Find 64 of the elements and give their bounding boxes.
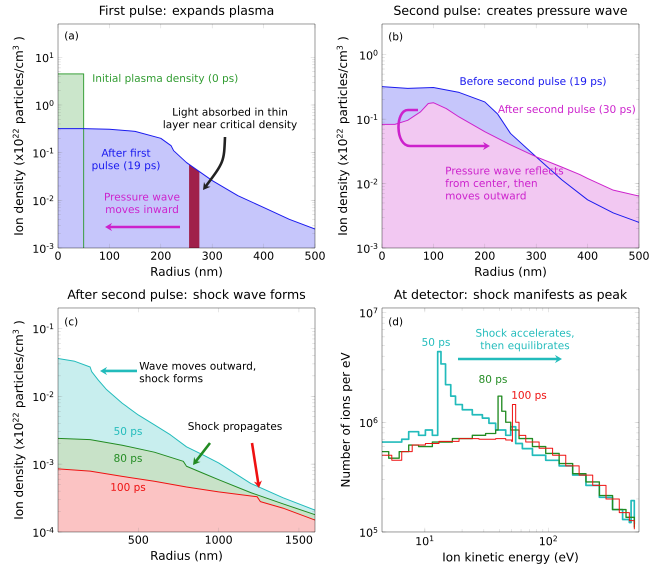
y-tick-label: 10$^{0}$ [360, 50, 378, 60]
y-tick-label: 10$^{-4}$ [34, 527, 54, 537]
chart-title: After second pulse: shock wave forms [67, 289, 306, 302]
y-tick-label: 10$^{-3}$ [34, 459, 54, 470]
y-tick-label: 10$^{7}$ [360, 308, 378, 318]
y-axis-title: Ion density (x10$^{22}$ particles/cm$^{3}$ ) [336, 37, 350, 235]
x-tick-label: 500 [305, 252, 325, 260]
annotation: Pressure wave moves inward [105, 192, 180, 214]
series-label: 50 ps [114, 427, 142, 437]
x-tick-label: 400 [254, 252, 274, 260]
y-tick-label: 10$^{-2}$ [358, 178, 378, 188]
x-tick-label: 100 [100, 252, 120, 260]
x-tick-label: 1500 [286, 536, 312, 544]
x-tick-label: 100 [424, 252, 444, 260]
x-tick-label: 300 [202, 252, 222, 260]
series-label: Before second pulse (19 ps) [460, 76, 606, 88]
chart-title: First pulse: expands plasma [100, 5, 274, 18]
series-label: 100 ps [512, 391, 546, 401]
annotation: (a) [65, 31, 78, 41]
y-axis-title: Ion density (x10$^{22}$ particles/cm$^{3}$ ) [12, 37, 26, 235]
x-axis-title: Radius (nm) [151, 550, 222, 562]
series-label: After second pulse (30 ps) [498, 104, 635, 116]
x-axis-title: Radius (nm) [151, 266, 222, 278]
x-tick-label: 10$^{2}$ [540, 536, 557, 546]
annotation: (c) [65, 317, 78, 327]
chart-title: Second pulse: creates pressure wave [394, 5, 627, 18]
annotation: (b) [389, 32, 402, 42]
y-tick-label: 10$^{-1}$ [34, 324, 54, 334]
annotation: Wave moves outward, shock forms [140, 362, 256, 382]
x-tick-label: 10$^{1}$ [416, 536, 434, 546]
y-axis-title: Ion density (x10$^{22}$ particles/cm$^{3}$ ) [12, 321, 26, 519]
x-tick-label: 200 [151, 252, 171, 260]
x-axis-title: Ion kinetic energy (eV) [443, 552, 578, 564]
x-axis-title: Radius (nm) [475, 266, 546, 278]
y-tick-label: 10$^{-2}$ [34, 391, 54, 402]
x-tick-label: 0 [379, 252, 385, 260]
x-tick-label: 300 [526, 252, 546, 260]
y-tick-label: 10$^{-3}$ [358, 243, 378, 253]
annotation: Light absorbed in thin layer near critical density [164, 108, 297, 130]
annotation: Shock propagates [188, 422, 282, 432]
x-tick-label: 500 [629, 252, 649, 260]
x-tick-label: 200 [475, 252, 495, 260]
y-tick-label: 10$^{-1}$ [34, 148, 54, 158]
annotation: Shock accelerates, then equilibrates [476, 328, 574, 352]
series-label: Initial plasma density (0 ps) [93, 74, 238, 84]
y-tick-label: 10$^{-1}$ [358, 114, 378, 124]
x-tick-label: 500 [128, 536, 148, 544]
y-tick-label: 10$^{-3}$ [34, 243, 54, 253]
series-label: 100 ps [111, 483, 146, 493]
series-label: After first pulse (19 ps) [92, 148, 160, 172]
y-tick-label: 10$^{-2}$ [34, 195, 54, 206]
y-tick-label: 10$^{6}$ [360, 417, 378, 428]
x-tick-label: 0 [55, 252, 61, 260]
x-tick-label: 400 [578, 252, 598, 260]
series-label: 50 ps [422, 338, 450, 348]
y-tick-label: 10$^{5}$ [360, 527, 378, 537]
y-tick-label: 10$^{1}$ [36, 52, 54, 62]
series-label: 80 ps [479, 374, 507, 385]
y-tick-label: 10$^{0}$ [36, 100, 54, 110]
y-axis-title: Number of ions per eV [340, 352, 352, 486]
annotation: (d) [389, 317, 402, 327]
chart-title: At detector: shock manifests as peak [394, 289, 628, 302]
x-tick-label: 1000 [206, 536, 232, 544]
series-label: 80 ps [114, 454, 142, 464]
